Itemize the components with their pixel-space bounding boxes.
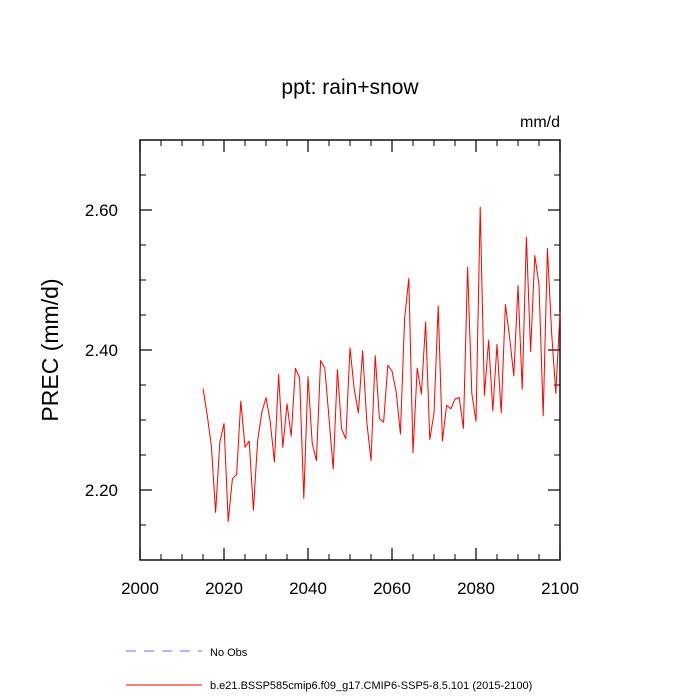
legend: No Obs b.e21.BSSP585cmip6.f09_g17.CMIP6-… [126, 647, 532, 692]
x-tick-label: 2060 [373, 579, 411, 598]
x-tick-labels: 2000 2020 2040 2060 2080 2100 [121, 579, 579, 598]
chart-title: ppt: rain+snow [281, 76, 419, 99]
y-tick-label: 2.60 [85, 201, 118, 220]
axis-ticks [139, 139, 561, 561]
x-tick-label: 2020 [205, 579, 243, 598]
legend-label-model-run: b.e21.BSSP585cmip6.f09_g17.CMIP6-SSP5-8.… [210, 680, 532, 692]
y-tick-labels: 2.20 2.40 2.60 [85, 201, 118, 500]
x-tick-label: 2080 [457, 579, 495, 598]
units-label: mm/d [520, 114, 560, 131]
x-tick-label: 2040 [289, 579, 327, 598]
y-tick-label: 2.20 [85, 481, 118, 500]
x-tick-label: 2000 [121, 579, 159, 598]
series-line-model-run [202, 206, 561, 522]
y-tick-label: 2.40 [85, 341, 118, 360]
y-axis-label: PREC (mm/d) [37, 278, 63, 421]
legend-label-no-obs: No Obs [210, 647, 248, 659]
series-layer [202, 206, 561, 522]
x-tick-label: 2100 [541, 579, 579, 598]
